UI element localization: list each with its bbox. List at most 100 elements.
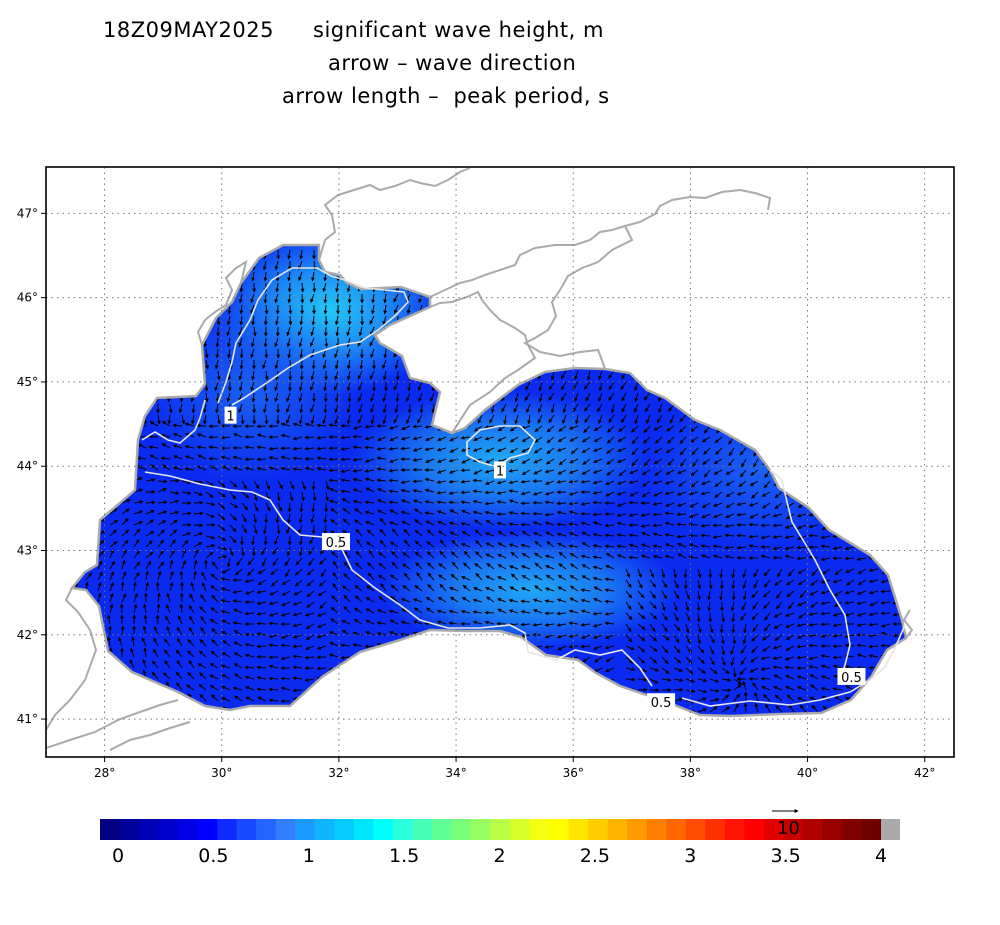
don-river [624, 188, 772, 227]
colorbar-swatch [744, 819, 765, 840]
colorbar-label: 2.5 [580, 845, 610, 867]
lat-tick-label: 42° [17, 628, 38, 642]
colorbar-label: 0 [112, 845, 124, 867]
colorbar-swatch [392, 819, 413, 840]
forecast-datetime: 18Z09MAY2025 [103, 18, 274, 42]
lat-tick-label: 45° [17, 375, 38, 389]
contour-1m-northwest [217, 267, 409, 406]
contour-0.5m-west [141, 399, 206, 444]
colorbar-overflow-swatch [881, 819, 900, 840]
colorbar-swatch [451, 819, 472, 840]
contour-label: 0.5 [651, 696, 672, 711]
contour-label: 1 [226, 410, 234, 425]
lat-tick-label: 41° [17, 712, 38, 726]
colorbar-swatch [607, 819, 628, 840]
colorbar-swatch [841, 819, 862, 840]
contour-label: 0.5 [841, 671, 862, 686]
lat-tick-label: 44° [17, 459, 38, 473]
colorbar-swatch [685, 819, 706, 840]
colorbar-swatch [431, 819, 452, 840]
azov-coastline [429, 224, 634, 370]
colorbar-swatch [217, 819, 238, 840]
colorbar-swatch [763, 819, 784, 840]
colorbar-swatch [724, 819, 745, 840]
contour-1m-central [466, 425, 536, 468]
colorbar-swatch [470, 819, 491, 840]
title-arrow-direction: arrow – wave direction [328, 51, 577, 75]
lon-tick-label: 34° [445, 766, 466, 780]
lat-tick-label: 46° [17, 291, 38, 305]
colorbar-swatch [802, 819, 823, 840]
colorbar-label: 0.5 [198, 845, 228, 867]
contour-label-box [837, 667, 866, 685]
axis-ticks: 28° 30° 32° 34° 36° 38° 40° 42° 47° 46° 45° 44° 43° 4… [17, 206, 936, 780]
bosphorus-coast [46, 587, 98, 731]
colorbar-swatch [197, 819, 218, 840]
colorbar-swatch [236, 819, 257, 840]
title-wave-height: significant wave height, m [313, 18, 604, 42]
contour-label-box [321, 533, 350, 551]
contour-label-box [647, 693, 676, 711]
contour-label-box [224, 406, 237, 424]
marmara-coast [46, 699, 191, 751]
contour-label-box [494, 461, 506, 479]
colorbar-swatch [295, 819, 316, 840]
crimea-coastline [429, 290, 537, 434]
colorbar-swatch [783, 819, 804, 840]
colorbar-swatch [861, 819, 882, 840]
dnieper-river [318, 167, 471, 261]
colorbar-swatch [119, 819, 140, 840]
reference-arrow: 10 [772, 809, 800, 839]
colorbar-label: 1.5 [389, 845, 419, 867]
lat-tick-label: 43° [17, 544, 38, 558]
colorbar-swatch [490, 819, 511, 840]
colorbar-label: 4 [875, 845, 887, 867]
colorbar-swatch [139, 819, 160, 840]
colorbar-swatch [256, 819, 277, 840]
contour-label: 0.5 [326, 536, 347, 551]
colorbar-swatch [275, 819, 296, 840]
title-arrow-length: arrow length – peak period, s [282, 84, 610, 108]
colorbar-swatch [412, 819, 433, 840]
colorbar-swatch [178, 819, 199, 840]
colorbar-swatch [334, 819, 355, 840]
lon-tick-label: 42° [914, 766, 935, 780]
colorbar-swatch [373, 819, 394, 840]
colorbar-swatch [100, 819, 121, 840]
colorbar-swatch [627, 819, 648, 840]
lon-tick-label: 28° [94, 766, 115, 780]
lon-tick-label: 38° [680, 766, 701, 780]
contour-0.5m-south [144, 471, 653, 687]
colorbar-swatch [510, 819, 531, 840]
colorbar: 0 0.5 1 1.5 2 2.5 3 3.5 4 [100, 819, 900, 867]
colorbar-swatch [353, 819, 374, 840]
contour-label: 1 [496, 464, 504, 479]
caucasus-coast [902, 609, 914, 639]
reference-arrow-label: 10 [777, 818, 800, 839]
colorbar-swatch [549, 819, 570, 840]
colorbar-swatch [568, 819, 589, 840]
lon-tick-label: 32° [328, 766, 349, 780]
colorbar-swatch [822, 819, 843, 840]
colorbar-swatch [666, 819, 687, 840]
lat-tick-label: 47° [17, 206, 38, 220]
map-frame [45, 166, 955, 758]
lon-tick-label: 40° [797, 766, 818, 780]
colorbar-label: 1 [303, 845, 315, 867]
lon-tick-label: 36° [563, 766, 584, 780]
colorbar-swatch [158, 819, 179, 840]
colorbar-label: 3 [684, 845, 696, 867]
danube-delta [196, 259, 248, 346]
colorbar-swatch [529, 819, 550, 840]
lon-tick-label: 30° [211, 766, 232, 780]
contour-0.5m-southeast [681, 624, 906, 707]
colorbar-swatch [705, 819, 726, 840]
contour-0.5m-east [769, 469, 851, 675]
colorbar-swatch [314, 819, 335, 840]
colorbar-swatch [588, 819, 609, 840]
contour-labels: 1 1 0.5 0.5 0.5 [224, 406, 866, 711]
colorbar-label: 2 [493, 845, 505, 867]
colorbar-label: 3.5 [771, 845, 801, 867]
colorbar-swatch [646, 819, 667, 840]
